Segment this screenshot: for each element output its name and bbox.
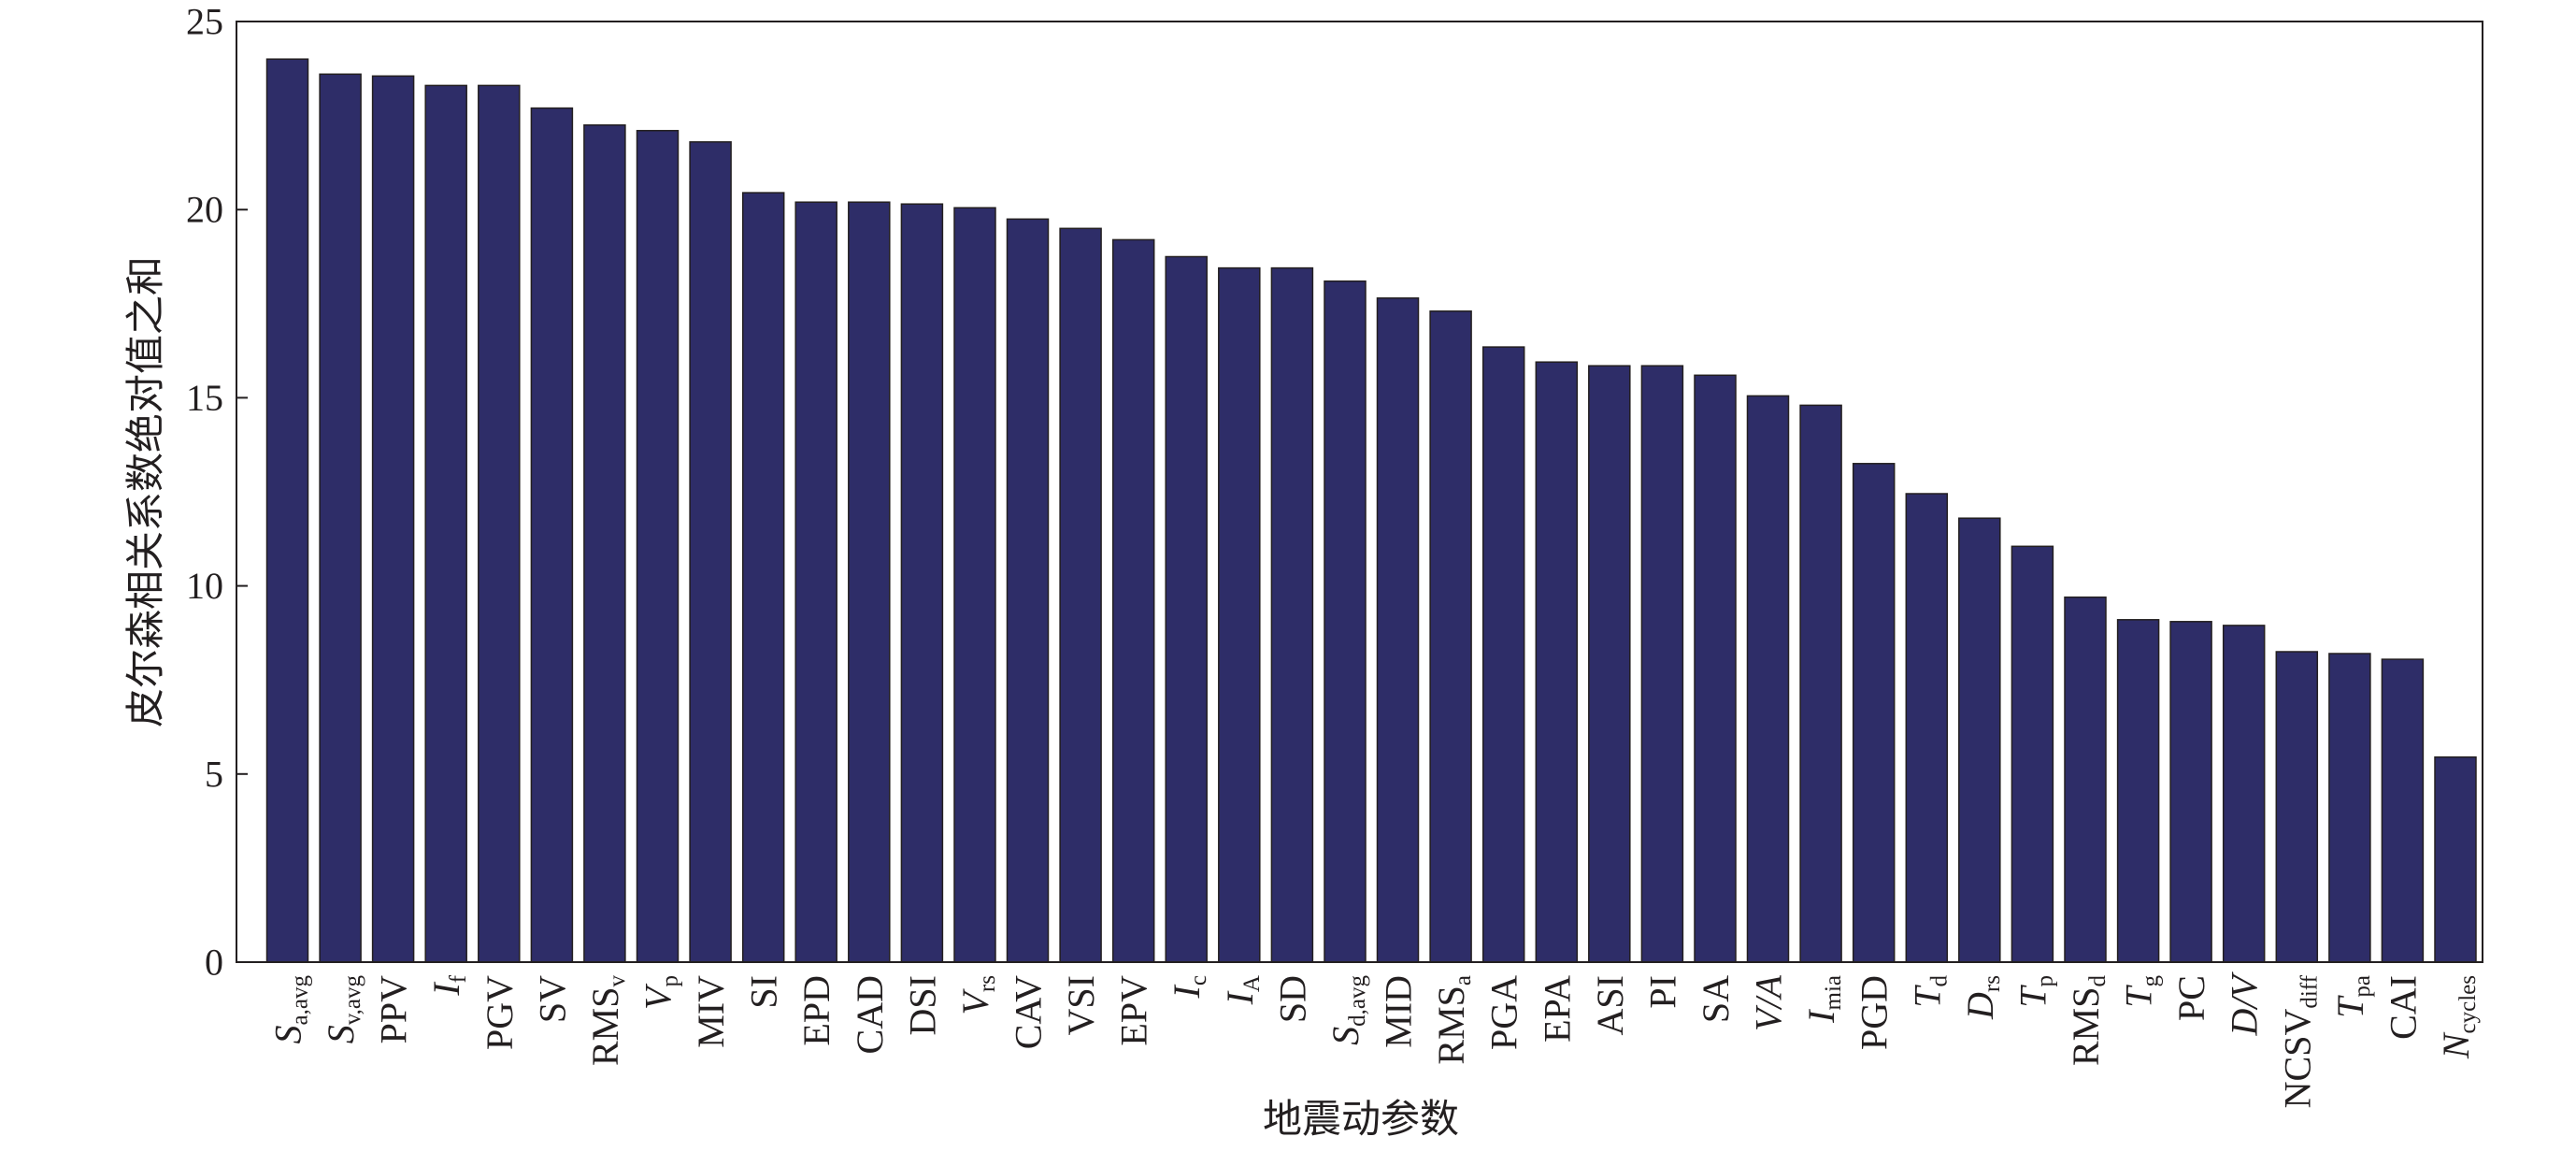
bar [478, 84, 521, 963]
x-tick-label: SV [531, 975, 573, 1023]
bar [794, 201, 837, 963]
bar [371, 75, 415, 963]
x-tick-label: PGD [1853, 975, 1896, 1050]
bar [2328, 653, 2371, 963]
bar [689, 141, 732, 963]
y-tick-label: 20 [186, 189, 223, 231]
x-tick-label: Imia [1800, 975, 1846, 1024]
x-tick-label: NCSVdiff [2276, 974, 2322, 1108]
bar [1799, 404, 1842, 963]
x-tick-label: Sa,avg [267, 975, 313, 1044]
bar [1270, 266, 1314, 963]
x-tick-label: V/A [1748, 974, 1790, 1031]
x-tick-label: PC [2170, 975, 2212, 1021]
x-tick-label: DSI [901, 975, 943, 1035]
y-tick-label: 5 [205, 753, 223, 795]
x-tick-label: MIV [690, 975, 732, 1048]
bar [2064, 596, 2107, 963]
bar [1535, 361, 1579, 963]
bar [1376, 297, 1420, 963]
y-tick-label: 0 [205, 942, 223, 984]
bar [1059, 227, 1102, 963]
x-tick-label: RMSv [584, 975, 630, 1067]
x-tick-label: Sv,avg [320, 975, 365, 1044]
x-tick-label: Drs [1959, 975, 2005, 1020]
x-tick-label: Vp [637, 975, 683, 1010]
x-tick-label: SA [1695, 975, 1737, 1023]
bars-layer [265, 58, 2477, 963]
x-tick-label: Vrs [954, 975, 1000, 1015]
x-tick-label: SD [1271, 975, 1313, 1023]
bar [1324, 280, 1367, 963]
y-tick-label: 10 [186, 565, 223, 607]
y-axis: 0 5 10 15 20 25 [186, 1, 248, 984]
x-tick-label: PGA [1483, 975, 1525, 1050]
bar [2275, 651, 2319, 963]
x-tick-label: EPV [1113, 975, 1155, 1046]
x-axis-title: 地震动参数 [1263, 1096, 1459, 1142]
bar [1111, 238, 1155, 963]
x-tick-label: EPA [1536, 975, 1578, 1043]
x-tick-label: Ncycles [2435, 975, 2481, 1059]
y-tick-label: 15 [186, 377, 223, 419]
bar [848, 201, 891, 963]
x-tick-label: RMSa [1430, 975, 1476, 1065]
x-tick-label: PI [1641, 975, 1683, 1009]
x-tick-label: EPD [795, 975, 837, 1046]
bar [1905, 493, 1949, 963]
plot-frame [236, 21, 2483, 963]
bar [953, 207, 996, 963]
bar [2381, 658, 2425, 963]
bar [1006, 218, 1050, 963]
x-tick-label: Td [1906, 975, 1952, 1008]
bar [319, 73, 362, 963]
x-tick-label: CAI [2382, 975, 2424, 1040]
x-tick-label: RMSd [2065, 975, 2111, 1067]
x-tick-label: Sd,avg [1324, 975, 1370, 1045]
bar [1640, 365, 1684, 963]
bar [2011, 545, 2054, 963]
bar [1746, 395, 1790, 963]
x-tick-label: PPV [373, 975, 415, 1043]
bar [2169, 621, 2212, 963]
bar [265, 58, 309, 963]
bar [530, 107, 574, 963]
x-tick-label: D/V [2224, 971, 2266, 1036]
bar [741, 192, 785, 963]
bar [1218, 266, 1261, 963]
bar [1958, 517, 2001, 963]
x-tick-label: Tg [2118, 975, 2164, 1008]
bar [1852, 463, 1896, 963]
x-tick-label: IA [1219, 975, 1265, 1005]
x-tick-label: SI [743, 975, 785, 1009]
bar [636, 129, 680, 963]
x-tick-label: If [425, 974, 471, 996]
bar [583, 123, 626, 963]
x-tick-label: ASI [1589, 975, 1631, 1035]
bar [2434, 755, 2477, 963]
bar [1429, 310, 1472, 963]
x-tick-label: VSI [1060, 975, 1102, 1035]
x-tick-label: CAD [849, 975, 891, 1054]
y-axis-title: 皮尔森相关系数绝对值之和 [122, 256, 168, 727]
bar [1694, 374, 1737, 963]
x-tick-label: CAV [1008, 975, 1050, 1049]
bar [1481, 346, 1525, 963]
x-tick-label: Ic [1166, 975, 1211, 999]
x-tick-label: PGV [479, 975, 521, 1050]
bar [2222, 625, 2266, 963]
bar [1588, 365, 1631, 963]
bar [900, 203, 944, 963]
y-tick-label: 25 [186, 1, 223, 43]
x-tick-label: Tpa [2329, 975, 2375, 1018]
x-tick-label: Tp [2011, 975, 2057, 1008]
bar [1165, 255, 1208, 963]
bar [2116, 619, 2160, 963]
x-tick-label: MID [1378, 975, 1420, 1048]
bar [424, 84, 467, 963]
